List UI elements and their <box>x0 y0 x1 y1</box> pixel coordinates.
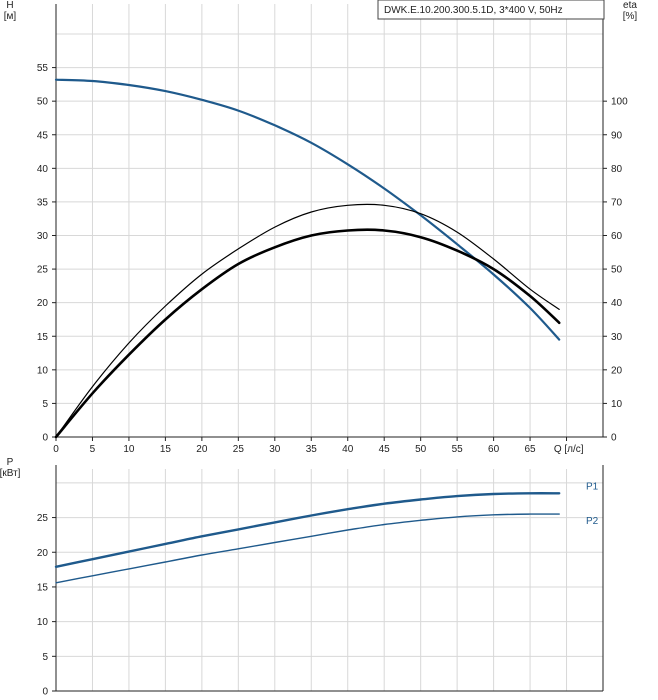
top-left-tick-label: 15 <box>37 332 49 343</box>
chart-labels: 0510152025303540455055010203040506070809… <box>0 0 637 698</box>
top-left-tick-label: 30 <box>37 231 49 242</box>
bottom-y-axis-label: P <box>7 457 14 468</box>
top-right-tick-label: 90 <box>611 130 623 141</box>
power-curve-p2 <box>55 513 560 584</box>
top-x-tick-label: 50 <box>415 444 427 455</box>
bottom-chart-grid <box>56 469 603 691</box>
head-curve <box>54 78 561 341</box>
top-chart-grid <box>56 4 603 437</box>
bottom-left-tick-label: 25 <box>37 513 49 524</box>
top-x-tick-label: 35 <box>306 444 318 455</box>
top-y-axis-label: H <box>6 0 13 11</box>
bottom-chart-axes <box>52 465 604 692</box>
bottom-left-tick-label: 20 <box>37 548 49 559</box>
top-right-tick-label: 80 <box>611 164 623 175</box>
top-x-axis-label: Q [л/с] <box>554 444 584 455</box>
top-right-axis-label: [%] <box>623 11 638 22</box>
legend-label-p2: P2 <box>586 516 599 527</box>
top-right-tick-label: 0 <box>611 433 617 444</box>
top-x-tick-label: 55 <box>452 444 464 455</box>
top-x-tick-label: 60 <box>488 444 500 455</box>
top-x-tick-label: 45 <box>379 444 391 455</box>
bottom-left-tick-label: 5 <box>42 652 48 663</box>
top-left-tick-label: 50 <box>37 97 49 108</box>
bottom-left-tick-label: 15 <box>37 582 49 593</box>
top-x-tick-label: 40 <box>342 444 354 455</box>
top-x-tick-label: 10 <box>123 444 135 455</box>
top-left-tick-label: 10 <box>37 365 49 376</box>
power-curve-p1 <box>54 492 561 568</box>
top-right-tick-label: 20 <box>611 365 623 376</box>
top-chart-curves <box>54 78 561 439</box>
top-x-tick-label: 15 <box>160 444 172 455</box>
bottom-y-axis-label: [кВт] <box>0 468 21 479</box>
top-left-tick-label: 5 <box>42 399 48 410</box>
top-right-axis-label: eta <box>623 0 637 11</box>
top-right-tick-label: 30 <box>611 332 623 343</box>
bottom-chart-curves <box>54 492 561 584</box>
top-right-tick-label: 40 <box>611 298 623 309</box>
bottom-left-tick-label: 0 <box>42 687 48 698</box>
legend-label-p1: P1 <box>586 481 599 492</box>
top-right-tick-label: 50 <box>611 265 623 276</box>
top-right-tick-label: 60 <box>611 231 623 242</box>
top-left-tick-label: 25 <box>37 265 49 276</box>
efficiency-curve-thick <box>54 228 561 439</box>
top-x-tick-label: 5 <box>90 444 96 455</box>
top-y-axis-label: [м] <box>4 11 17 22</box>
top-x-tick-label: 30 <box>269 444 281 455</box>
top-left-tick-label: 0 <box>42 433 48 444</box>
top-left-tick-label: 55 <box>37 63 49 74</box>
top-chart-axes <box>52 4 607 441</box>
efficiency-curve-thin <box>55 203 560 438</box>
top-left-tick-label: 45 <box>37 130 49 141</box>
top-left-tick-label: 20 <box>37 298 49 309</box>
top-x-tick-label: 0 <box>53 444 59 455</box>
top-right-tick-label: 70 <box>611 197 623 208</box>
top-x-tick-label: 25 <box>233 444 245 455</box>
top-x-tick-label: 65 <box>525 444 537 455</box>
top-left-tick-label: 40 <box>37 164 49 175</box>
chart-title: DWK.E.10.200.300.5.1D, 3*400 V, 50Hz <box>384 5 563 16</box>
bottom-left-tick-label: 10 <box>37 617 49 628</box>
top-left-tick-label: 35 <box>37 197 49 208</box>
chart-title-box <box>377 0 605 20</box>
top-right-tick-label: 10 <box>611 399 623 410</box>
top-right-tick-label: 100 <box>611 97 628 108</box>
top-x-tick-label: 20 <box>196 444 208 455</box>
